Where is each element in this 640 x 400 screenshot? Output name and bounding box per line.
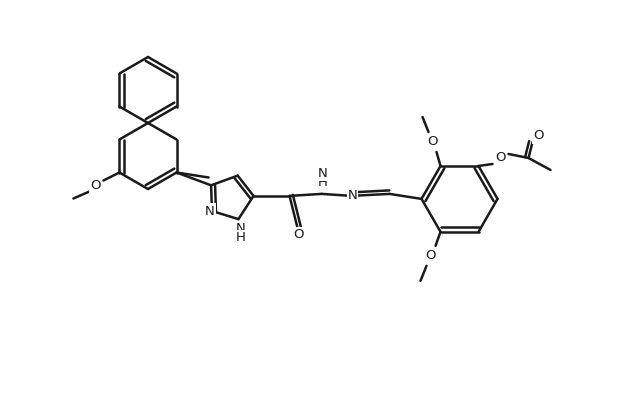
Text: O: O	[425, 249, 436, 262]
Text: O: O	[293, 228, 304, 241]
Text: H: H	[317, 176, 328, 189]
Text: O: O	[428, 136, 438, 148]
Text: H: H	[236, 231, 245, 244]
Text: N: N	[205, 204, 215, 218]
Text: O: O	[533, 130, 544, 142]
Text: O: O	[90, 179, 100, 192]
Text: N: N	[348, 189, 357, 202]
Text: N: N	[236, 222, 245, 235]
Text: N: N	[317, 167, 328, 180]
Text: O: O	[495, 152, 506, 164]
